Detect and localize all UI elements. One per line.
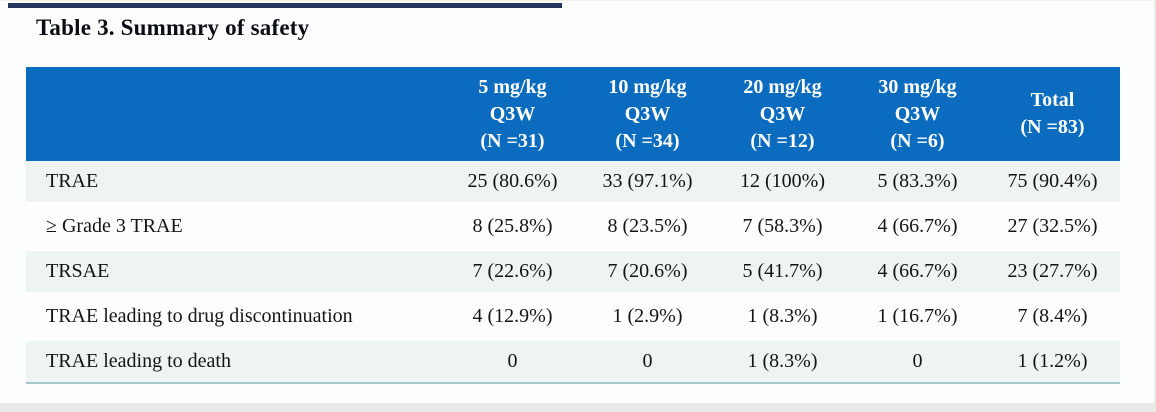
top-accent-line (8, 3, 562, 8)
cell-value: 1 (8.3%) (747, 350, 818, 372)
column-header-line: (N =31) (480, 129, 545, 152)
cell-value: 25 (80.6%) (467, 170, 558, 192)
cell-value: 0 (642, 350, 653, 372)
column-header-total: Total (N =83) (985, 67, 1120, 161)
cell-value: 4 (66.7%) (877, 215, 958, 237)
cell-value: 4 (12.9%) (472, 305, 553, 327)
row-label: TRAE (46, 170, 99, 192)
row-label: TRSAE (46, 260, 110, 282)
column-header-line: 30 mg/kg (878, 75, 957, 98)
table-header-row: 5 mg/kg Q3W (N =31) 10 mg/kg Q3W (N =34)… (26, 67, 1120, 161)
table-row-trae-death: TRAE leading to death 0 0 1 (8.3%) 0 1 (… (26, 341, 1120, 384)
column-header-line: 20 mg/kg (743, 75, 822, 98)
cell-value: 75 (90.4%) (1007, 170, 1098, 192)
bottom-edge-strip (0, 403, 1154, 412)
cell-value: 12 (100%) (740, 170, 825, 192)
column-header-10mgkg: 10 mg/kg Q3W (N =34) (580, 67, 715, 161)
column-header-line: (N =83) (1020, 116, 1085, 138)
column-header-5mgkg: 5 mg/kg Q3W (N =31) (445, 67, 580, 161)
cell-value: 7 (20.6%) (607, 260, 688, 282)
column-header-line: 5 mg/kg (478, 75, 547, 98)
column-header-30mgkg: 30 mg/kg Q3W (N =6) (850, 67, 985, 161)
row-label: TRAE leading to death (46, 350, 231, 372)
column-header-line: Q3W (894, 102, 941, 125)
cell-value: 23 (27.7%) (1007, 260, 1098, 282)
table-row-grade3-trae: ≥ Grade 3 TRAE 8 (25.8%) 8 (23.5%) 7 (58… (26, 206, 1120, 251)
column-header-line: Q3W (624, 102, 671, 125)
row-label: TRAE leading to drug discontinuation (46, 305, 353, 327)
cell-value: 7 (22.6%) (472, 260, 553, 282)
cell-value: 7 (58.3%) (742, 215, 823, 237)
table-title: Table 3. Summary of safety (36, 15, 310, 40)
cell-value: 0 (912, 350, 923, 372)
column-header-line: 10 mg/kg (608, 75, 687, 98)
cell-value: 5 (83.3%) (877, 170, 958, 192)
cell-value: 8 (25.8%) (472, 215, 553, 237)
column-header-line: Q3W (489, 102, 536, 125)
table-row-trae: TRAE 25 (80.6%) 33 (97.1%) 12 (100%) 5 (… (26, 161, 1120, 206)
cell-value: 4 (66.7%) (877, 260, 958, 282)
column-header-line: Total (1030, 89, 1075, 111)
column-header-20mgkg: 20 mg/kg Q3W (N =12) (715, 67, 850, 161)
cell-value: 1 (8.3%) (747, 305, 818, 327)
cell-value: 33 (97.1%) (602, 170, 693, 192)
cell-value: 7 (8.4%) (1017, 305, 1088, 327)
cell-value: 1 (2.9%) (612, 305, 683, 327)
cell-value: 5 (41.7%) (742, 260, 823, 282)
cell-value: 27 (32.5%) (1007, 215, 1098, 237)
column-header-line: (N =6) (890, 129, 945, 152)
cell-value: 1 (1.2%) (1017, 350, 1088, 372)
cell-value: 0 (507, 350, 518, 372)
cell-value: 1 (16.7%) (877, 305, 958, 327)
column-header-line: (N =34) (615, 129, 680, 152)
table-row-trae-discontinuation: TRAE leading to drug discontinuation 4 (… (26, 296, 1120, 341)
safety-summary-table: 5 mg/kg Q3W (N =31) 10 mg/kg Q3W (N =34)… (26, 67, 1120, 384)
table-row-trsae: TRSAE 7 (22.6%) 7 (20.6%) 5 (41.7%) 4 (6… (26, 251, 1120, 296)
column-header-row-label (26, 67, 445, 161)
column-header-line: Q3W (759, 102, 806, 125)
cell-value: 8 (23.5%) (607, 215, 688, 237)
row-label: ≥ Grade 3 TRAE (46, 215, 183, 237)
column-header-line: (N =12) (750, 129, 815, 152)
